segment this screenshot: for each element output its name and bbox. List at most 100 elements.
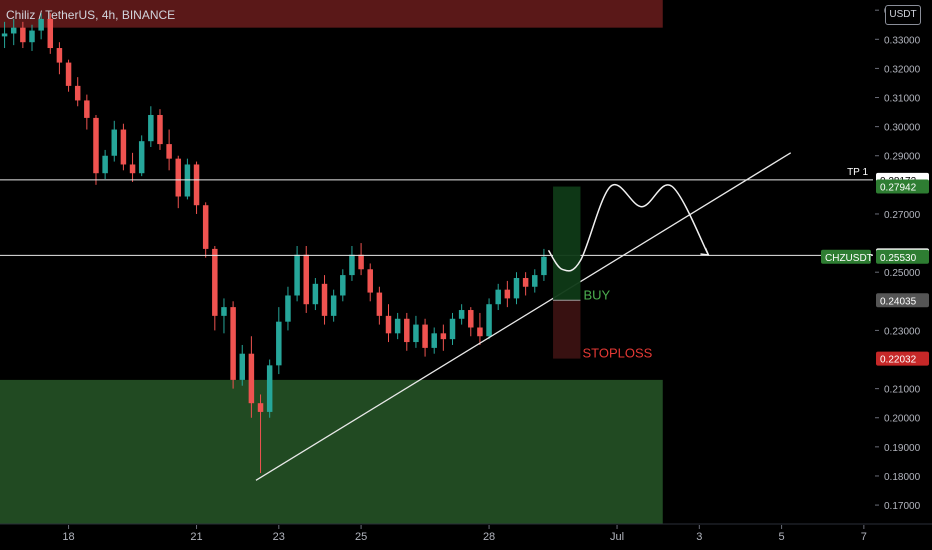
candle (367, 263, 373, 302)
price-axis[interactable]: 0.340000.330000.320000.310000.300000.290… (821, 0, 932, 550)
candle-body (138, 141, 145, 174)
candle-body (47, 18, 54, 49)
candle-body (394, 318, 401, 334)
candle (468, 307, 474, 337)
projection-arrowhead (700, 247, 710, 256)
y-tick-label: 0.19000 (884, 443, 921, 454)
candle (449, 312, 456, 345)
candle-body (84, 100, 90, 118)
candle-body (129, 164, 136, 174)
y-tick-label: 0.17000 (884, 501, 921, 512)
time-axis[interactable]: 18 21 23 25 28 Jul 3 5 7 (0, 523, 932, 550)
candle-body (175, 158, 181, 197)
candles-layer (1, 13, 547, 474)
price-badge-stop: 0.22032 (876, 351, 929, 366)
candle-body (532, 275, 538, 287)
symbol-badge-text: CHZUSDT (825, 253, 873, 264)
loss-zone[interactable] (553, 300, 581, 359)
zones-layer (0, 0, 663, 524)
candle (129, 152, 136, 182)
x-tick-label: 5 (779, 531, 785, 543)
y-tick-label: 0.21000 (884, 385, 921, 396)
candle (522, 272, 529, 296)
projection-path[interactable] (547, 183, 710, 272)
candle-body (385, 315, 392, 334)
candle-body (376, 292, 383, 316)
candle (486, 298, 492, 340)
candle (385, 304, 392, 343)
candle (477, 312, 483, 345)
candle-body (404, 318, 410, 343)
price-axis-bg (873, 0, 932, 550)
y-tick-label: 0.23000 (884, 326, 921, 337)
candle (93, 114, 99, 185)
candle (102, 149, 108, 180)
y-tick-label: 0.18000 (884, 472, 921, 483)
candle (541, 248, 547, 281)
candle (340, 269, 346, 302)
candle-body (202, 205, 209, 249)
candle-body (486, 304, 492, 337)
candle-body (1, 33, 8, 37)
x-tick-label: 25 (355, 531, 367, 543)
candle (120, 123, 127, 171)
support-zone (0, 379, 663, 524)
x-tick-label: 3 (696, 531, 702, 543)
candle-body (294, 254, 300, 296)
buy-label: BUY (583, 287, 610, 302)
candle (221, 298, 227, 334)
candle-body (358, 254, 364, 270)
candle (212, 245, 218, 331)
lines-layer (0, 152, 873, 481)
candle-body (193, 164, 200, 206)
y-tick-label: 0.31000 (884, 94, 921, 105)
candle (349, 245, 355, 281)
candle (47, 13, 54, 54)
price-badge-text: 0.24035 (880, 296, 917, 307)
candle (440, 324, 447, 351)
candle (74, 77, 81, 107)
candle (56, 42, 63, 75)
candle (394, 312, 401, 340)
resistance-zone (0, 0, 663, 28)
price-badge-bg (876, 293, 929, 308)
candle-body (65, 62, 72, 86)
profit-zone[interactable] (553, 186, 581, 301)
candle (175, 155, 181, 209)
candle-body (477, 327, 483, 337)
candle-body (468, 310, 474, 328)
trend-line[interactable] (255, 152, 792, 481)
price-badge-text: 0.25530 (880, 253, 917, 264)
candle (532, 269, 538, 293)
candle-body (212, 248, 218, 316)
candle-body (495, 289, 501, 305)
candle (431, 327, 437, 354)
y-tick-label: 0.33000 (884, 35, 921, 46)
symbol-title: Chiliz / TetherUS, 4h, BINANCE (6, 8, 176, 22)
candle-body (321, 283, 328, 316)
candle (193, 161, 200, 214)
candle (458, 304, 465, 325)
x-tick-label: 23 (273, 531, 285, 543)
candle-body (266, 365, 273, 412)
currency-button[interactable]: USDT (885, 5, 921, 25)
candle (276, 307, 282, 375)
candle (230, 301, 236, 389)
candle (148, 106, 154, 148)
candle-body (413, 324, 419, 343)
price-badge-text: 0.22032 (880, 355, 917, 366)
candle-body (157, 114, 163, 145)
candle-body (74, 85, 81, 101)
candle (1, 21, 8, 49)
candle-body (166, 144, 172, 159)
candle (330, 289, 337, 322)
candle (294, 245, 300, 302)
candle (38, 13, 44, 40)
candle-body (440, 333, 447, 340)
candle-body (449, 318, 456, 340)
candle (404, 312, 410, 351)
candle-body (20, 27, 26, 43)
candle (285, 286, 291, 331)
y-tick-label: 0.20000 (884, 414, 921, 425)
